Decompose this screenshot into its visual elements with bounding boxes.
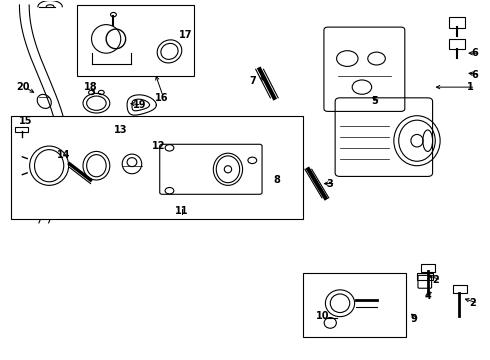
Text: 17: 17 — [179, 30, 193, 40]
Text: 4: 4 — [424, 291, 431, 301]
Text: 15: 15 — [20, 116, 33, 126]
Text: 18: 18 — [84, 82, 98, 92]
Text: 7: 7 — [250, 76, 257, 86]
Text: 1: 1 — [466, 82, 473, 92]
Text: 2: 2 — [469, 298, 476, 308]
Polygon shape — [20, 5, 68, 223]
Bar — [77, 5, 194, 76]
Text: 14: 14 — [57, 150, 71, 160]
Text: 19: 19 — [133, 100, 147, 110]
Text: 10: 10 — [316, 311, 329, 321]
Bar — [303, 273, 406, 337]
Text: 6: 6 — [471, 69, 478, 80]
Text: 3: 3 — [327, 179, 334, 189]
Text: 11: 11 — [175, 206, 189, 216]
Text: 16: 16 — [155, 93, 169, 103]
Text: 12: 12 — [152, 141, 166, 151]
Text: 9: 9 — [411, 314, 417, 324]
Text: 5: 5 — [372, 96, 378, 107]
Text: 2: 2 — [433, 275, 440, 285]
Bar — [11, 116, 303, 219]
Text: 20: 20 — [16, 82, 29, 92]
Text: 13: 13 — [114, 125, 127, 135]
Text: 8: 8 — [273, 175, 280, 185]
Text: 6: 6 — [471, 48, 478, 58]
